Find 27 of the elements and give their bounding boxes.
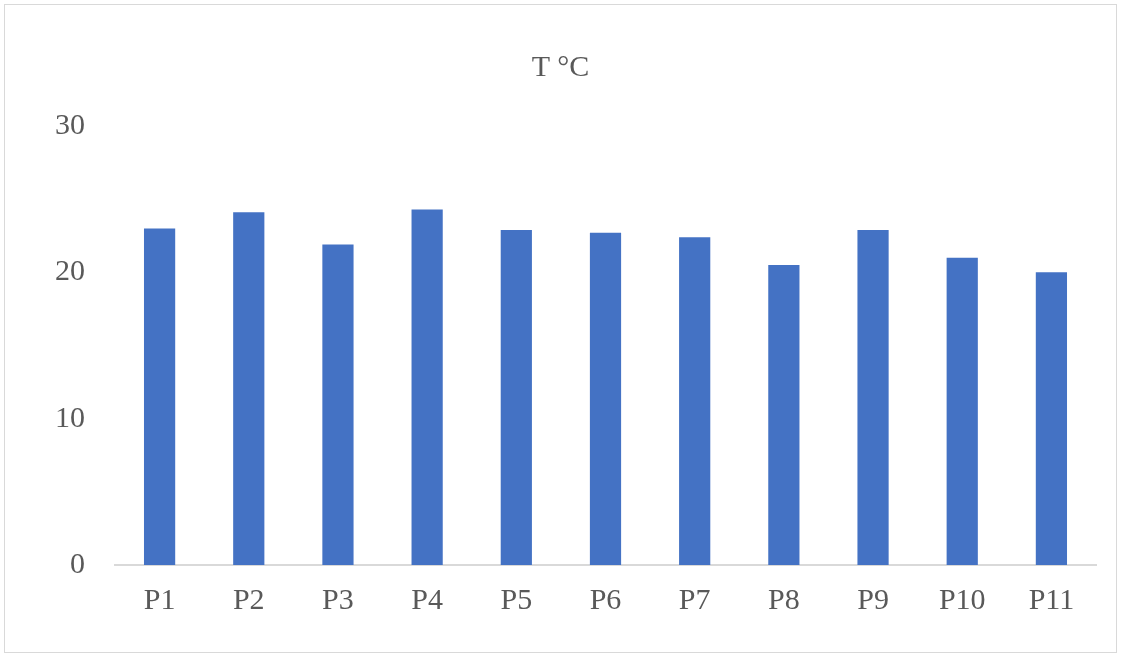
y-tick-label: 30 — [55, 106, 85, 140]
bar — [143, 228, 176, 565]
bar — [411, 209, 443, 565]
x-tick-label: P8 — [768, 581, 800, 615]
bar — [946, 257, 978, 565]
bar — [679, 237, 711, 565]
x-tick-label: P6 — [589, 581, 622, 615]
x-tick-label: P1 — [143, 581, 176, 615]
bar — [857, 229, 889, 565]
x-tick-label: P7 — [678, 581, 711, 615]
chart-title: T °C — [531, 48, 590, 82]
x-tick-label: P4 — [411, 581, 443, 615]
x-tick-label: P5 — [500, 581, 533, 615]
x-tick-label: P9 — [857, 581, 889, 615]
bar — [233, 212, 265, 565]
x-tick-label: P10 — [938, 581, 986, 615]
bar — [589, 232, 622, 565]
bar — [500, 229, 532, 565]
bar — [322, 244, 354, 565]
bar — [768, 265, 800, 565]
x-tick-label: P11 — [1028, 581, 1075, 615]
y-tick-label: 0 — [70, 545, 85, 579]
x-tick-label: P2 — [232, 581, 265, 615]
y-tick-label: 20 — [55, 253, 85, 287]
y-tick-label: 10 — [55, 399, 85, 433]
x-tick-label: P3 — [322, 581, 354, 615]
bar — [1035, 272, 1068, 565]
